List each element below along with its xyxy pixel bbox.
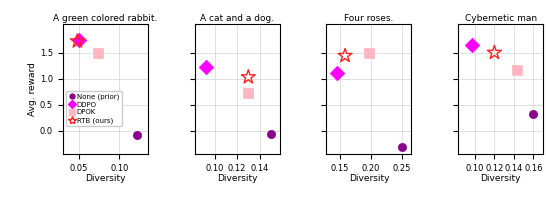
- Title: A green colored rabbit.: A green colored rabbit.: [53, 14, 157, 23]
- Point: [266, 132, 275, 135]
- Point: [244, 75, 253, 79]
- Point: [333, 72, 341, 75]
- X-axis label: Diversity: Diversity: [217, 174, 257, 183]
- Title: Four roses.: Four roses.: [344, 14, 394, 23]
- Title: Cybernetic man: Cybernetic man: [465, 14, 537, 23]
- Point: [341, 54, 349, 57]
- Title: A cat and a dog.: A cat and a dog.: [200, 14, 274, 23]
- X-axis label: Diversity: Diversity: [349, 174, 389, 183]
- Point: [467, 44, 476, 47]
- Point: [513, 68, 521, 71]
- Point: [133, 133, 141, 136]
- Point: [490, 51, 498, 54]
- Y-axis label: Avg. reward: Avg. reward: [28, 62, 37, 116]
- Point: [75, 38, 84, 41]
- Point: [73, 40, 82, 43]
- Point: [365, 51, 373, 54]
- X-axis label: Diversity: Diversity: [480, 174, 521, 183]
- Point: [201, 66, 210, 69]
- Point: [398, 146, 407, 149]
- Point: [244, 92, 253, 95]
- Point: [529, 112, 538, 116]
- Legend: None (prior), DDPO, DPOK, RTB (ours): None (prior), DDPO, DPOK, RTB (ours): [66, 91, 122, 126]
- Point: [93, 52, 102, 55]
- X-axis label: Diversity: Diversity: [85, 174, 126, 183]
